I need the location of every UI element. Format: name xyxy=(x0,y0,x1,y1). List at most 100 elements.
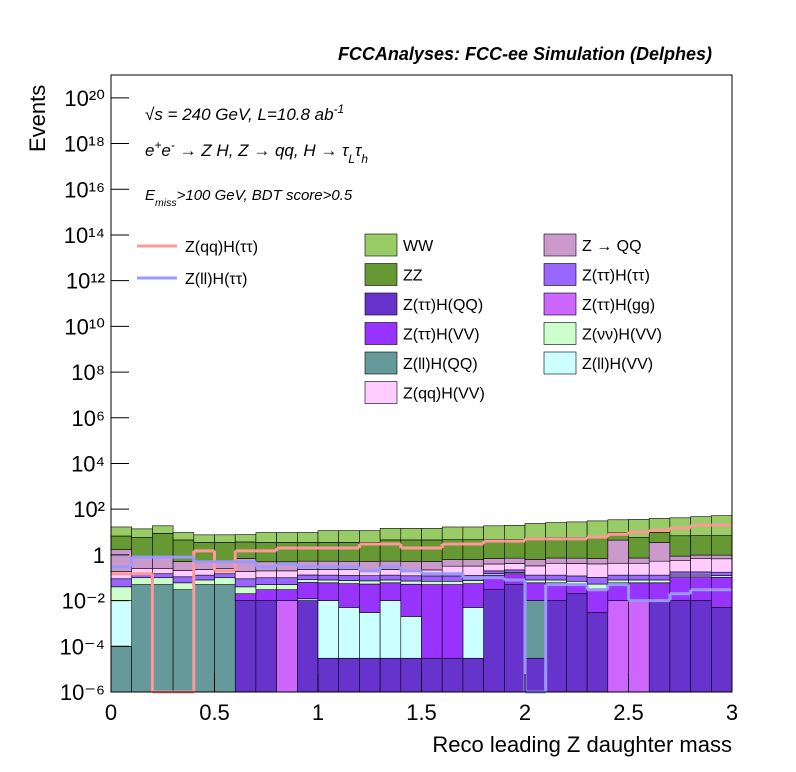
histogram-segment xyxy=(359,657,381,693)
histogram-segment xyxy=(607,579,629,584)
histogram-segment xyxy=(628,562,650,576)
annotation: Emiss>100 GeV, BDT score>0.5 xyxy=(145,187,353,209)
histogram-segment xyxy=(524,582,547,601)
legend-label: Z(νν)H(VV) xyxy=(582,327,662,344)
legend-swatch xyxy=(364,233,398,257)
histogram-segment xyxy=(503,569,526,573)
legend-swatch xyxy=(543,263,577,286)
legend-label: ZZ xyxy=(403,268,423,285)
histogram-segment xyxy=(545,557,567,564)
histogram-segment xyxy=(379,579,402,584)
histogram-segment xyxy=(524,600,547,659)
histogram-segment xyxy=(255,532,277,543)
histogram-segment xyxy=(214,534,236,543)
histogram-segment xyxy=(648,579,671,584)
histogram-segment xyxy=(586,577,609,585)
annotation-part: + xyxy=(154,138,161,152)
histogram-segment xyxy=(338,530,360,543)
annotation-part: miss xyxy=(155,197,177,209)
legend-label: Z(qq)H(VV) xyxy=(403,386,485,403)
histogram-segment xyxy=(628,557,650,564)
histogram-segment xyxy=(710,571,733,576)
annotation-part: → Z H, Z → qq, H → τ xyxy=(175,141,350,160)
legend-swatch xyxy=(364,263,398,286)
legend-label: Z(ll)H(ττ) xyxy=(185,271,247,288)
annotation-part: >100 GeV, BDT score>0.5 xyxy=(177,187,353,204)
histogram-segment xyxy=(421,528,443,541)
histogram-segment xyxy=(110,645,133,693)
histogram-segment xyxy=(628,519,650,538)
y-tick-label: 1 xyxy=(93,543,105,568)
histogram-segment xyxy=(193,569,215,576)
histogram-segment xyxy=(359,612,381,659)
histogram-segment xyxy=(462,559,484,567)
legend-label: Z(ττ)H(QQ) xyxy=(403,297,483,314)
histogram-segment xyxy=(193,534,215,543)
histogram-segment xyxy=(193,579,215,585)
histogram-segment xyxy=(669,555,691,561)
legend-label: WW xyxy=(403,238,434,255)
histogram-segment xyxy=(545,579,567,584)
histogram-segment xyxy=(648,582,671,601)
histogram-segment xyxy=(110,586,133,601)
histogram-segment xyxy=(152,577,174,585)
histogram-segment xyxy=(586,583,609,590)
histogram-segment xyxy=(566,537,588,559)
histogram-segment xyxy=(276,600,298,693)
y-tick-label: 10¹² xyxy=(66,269,105,294)
histogram-segment xyxy=(296,569,319,576)
histogram-segment xyxy=(338,607,360,659)
histogram-segment xyxy=(503,524,526,540)
y-tick-label: 10⁸ xyxy=(71,360,105,385)
histogram-segment xyxy=(400,583,422,617)
histogram-segment xyxy=(586,520,609,538)
histogram-segment xyxy=(152,525,174,534)
x-tick-label: 1.5 xyxy=(406,700,437,725)
histogram-segment xyxy=(607,600,629,693)
histogram-segment xyxy=(648,600,671,693)
histogram-segment xyxy=(359,561,381,571)
histogram-segment xyxy=(379,574,402,581)
histogram-segment xyxy=(648,532,671,543)
histogram-segment xyxy=(690,558,712,573)
histogram-segment xyxy=(483,558,505,565)
histogram-segment xyxy=(628,574,650,581)
histogram-segment xyxy=(110,578,133,588)
histogram-segment xyxy=(421,580,443,585)
histogram-segment xyxy=(193,574,215,581)
histogram-segment xyxy=(317,579,340,584)
histogram-segment xyxy=(524,579,547,584)
histogram-segment xyxy=(338,542,360,562)
histogram-segment xyxy=(503,584,526,693)
histogram-segment xyxy=(276,589,298,601)
histogram-segment xyxy=(276,577,298,585)
histogram-segment xyxy=(110,535,133,550)
histogram-segment xyxy=(710,535,733,556)
annotation-part: E xyxy=(145,187,156,204)
histogram-segment xyxy=(462,565,484,576)
histogram-segment xyxy=(359,580,381,585)
histogram-segment xyxy=(566,575,588,582)
histogram-segment xyxy=(586,537,609,559)
histogram-segment xyxy=(234,571,257,580)
histogram-segment xyxy=(359,583,381,613)
histogram-segment xyxy=(545,562,567,576)
histogram-segment xyxy=(255,577,277,585)
legend-swatch xyxy=(543,322,577,345)
histogram-segment xyxy=(586,558,609,565)
histogram-segment xyxy=(338,575,360,581)
histogram-segment xyxy=(483,589,505,693)
histogram-segment xyxy=(172,570,195,578)
annotation-part: √s = 240 GeV, L=10.8 ab xyxy=(145,105,334,124)
legend-label: Z → QQ xyxy=(582,238,642,255)
histogram-segment xyxy=(524,657,547,693)
histogram-segment xyxy=(462,657,484,693)
legend-swatch xyxy=(364,381,398,404)
histogram-segment xyxy=(400,580,422,585)
histogram-segment xyxy=(234,600,257,693)
y-tick-label: 10¹⁰ xyxy=(64,314,105,339)
histogram-segment xyxy=(524,559,547,567)
legend-swatch xyxy=(364,322,398,345)
histogram-segment xyxy=(441,559,464,567)
